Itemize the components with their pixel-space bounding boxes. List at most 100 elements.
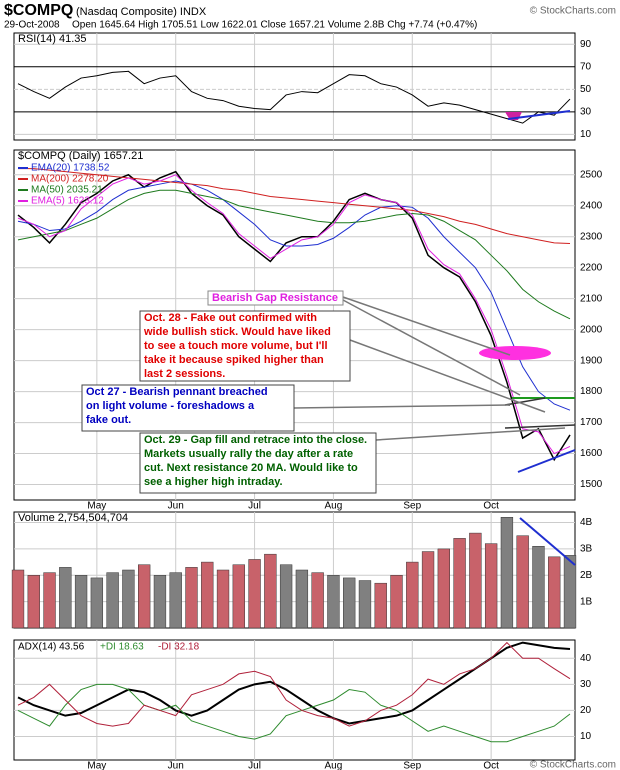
y-tick-label: 2200: [580, 262, 603, 273]
volume-trendline: [519, 517, 576, 566]
pennant-line: [504, 424, 576, 429]
volume-bar: [122, 569, 135, 629]
legend-entry: -DI 32.18: [158, 642, 200, 653]
panel-title: $COMPQ (Daily) 1657.21: [18, 150, 143, 162]
volume-bar: [563, 555, 577, 629]
y-tick-label: 70: [580, 61, 592, 72]
volume-bar: [11, 569, 25, 629]
volume-bar: [390, 575, 403, 629]
legend-entry: EMA(5) 1623.12: [31, 196, 104, 207]
annotation-text: Oct. 28 - Fake out confirmed with: [144, 312, 317, 324]
panel: [13, 32, 576, 141]
y-tick-label: 2500: [580, 169, 603, 180]
volume-bar: [311, 572, 324, 629]
pointer: [342, 296, 511, 356]
gap-zone: [479, 346, 551, 360]
y-tick-label: 90: [580, 39, 592, 50]
legend-entry: +DI 18.63: [100, 642, 144, 653]
y-tick-label: 2300: [580, 231, 603, 242]
volume-bar: [264, 553, 277, 629]
series-line: [17, 70, 571, 124]
x-tick-label: Jul: [248, 501, 261, 512]
y-tick-label: 2B: [580, 570, 593, 581]
volume-bar: [27, 575, 40, 629]
volume-bar: [90, 577, 104, 629]
x-tick-label: Jul: [248, 761, 261, 770]
series-line: [18, 168, 571, 245]
volume-bar: [532, 546, 545, 629]
volume-bar: [548, 556, 561, 629]
series-line: [17, 683, 571, 743]
volume-bar: [421, 551, 435, 629]
annotation-text: fake out.: [86, 414, 131, 426]
y-tick-label: 1500: [580, 479, 603, 490]
x-tick-label: May: [87, 761, 106, 770]
volume-bar: [469, 532, 482, 629]
y-tick-label: 10: [580, 129, 592, 140]
annotation-text: on light volume - foreshadows a: [86, 400, 255, 412]
panel-title: Volume 2,754,504,704: [18, 512, 128, 524]
annotation-text: see a higher high intraday.: [144, 476, 283, 488]
date: 29-Oct-2008: [4, 20, 60, 31]
annotation-text: Markets usually rally the day after a ra…: [144, 448, 353, 460]
annotation-text: Oct. 29 - Gap fill and retrace into the …: [144, 434, 367, 446]
y-tick-label: 30: [580, 679, 592, 690]
annotation-text: take it because spiked higher than: [144, 354, 324, 366]
y-tick-label: 20: [580, 705, 592, 716]
annotation-box: [207, 290, 344, 306]
quote: Open 1645.64 High 1705.51 Low 1622.01 Cl…: [72, 20, 477, 31]
volume-bar: [406, 561, 419, 629]
volume-bar: [453, 538, 466, 629]
y-tick-label: 1800: [580, 386, 603, 397]
y-tick-label: 4B: [580, 517, 593, 528]
x-tick-label: Sep: [403, 761, 421, 770]
volume-bar: [500, 517, 514, 629]
x-tick-label: May: [87, 501, 106, 512]
panel-title: RSI(14) 41.35: [18, 33, 86, 45]
rsi-trendline: [507, 110, 571, 120]
watermark: © StockCharts.com: [530, 760, 616, 770]
legend-entry: EMA(20) 1738.52: [31, 163, 110, 174]
volume-bar: [216, 569, 230, 629]
x-tick-label: Jun: [168, 501, 184, 512]
volume-bar: [516, 535, 529, 629]
annotation-box: [139, 310, 351, 382]
watermark: © StockCharts.com: [530, 6, 616, 17]
legend-entry: MA(50) 2035.21: [31, 185, 103, 196]
symbol-name: (Nasdaq Composite) INDX: [76, 6, 207, 18]
y-tick-label: 1600: [580, 448, 603, 459]
annotation-text: wide bullish stick. Would have liked: [143, 326, 331, 338]
volume-bar: [153, 575, 167, 629]
pointer: [375, 427, 566, 441]
x-tick-label: Oct: [483, 501, 499, 512]
annotation-text: cut. Next resistance 20 MA. Would like t…: [144, 462, 358, 474]
series-line: [17, 174, 571, 455]
series-line: [17, 189, 571, 320]
pointer: [293, 404, 511, 409]
x-tick-label: Jun: [168, 761, 184, 770]
volume-bar: [59, 567, 72, 629]
series-line: [17, 641, 571, 727]
x-tick-label: Aug: [325, 761, 343, 770]
annotation-box: [81, 384, 295, 432]
y-tick-label: 30: [580, 106, 592, 117]
y-tick-label: 40: [580, 653, 592, 664]
volume-bar: [343, 577, 356, 629]
volume-bar: [279, 564, 293, 629]
volume-bar: [169, 572, 182, 629]
y-tick-label: 1700: [580, 417, 603, 428]
volume-bar: [327, 575, 340, 629]
pointer: [349, 339, 546, 413]
x-tick-label: Sep: [403, 501, 421, 512]
y-tick-label: 2400: [580, 200, 603, 211]
y-tick-label: 1900: [580, 355, 603, 366]
pennant-line: [504, 397, 546, 406]
pointer: [342, 299, 521, 396]
volume-bar: [358, 580, 372, 629]
volume-bar: [185, 567, 198, 629]
annotation-text: Bearish Gap Resistance: [212, 292, 338, 304]
volume-bar: [74, 575, 88, 629]
annotation-text: to see a touch more volume, but I'll: [144, 340, 328, 352]
annotation-text: Oct 27 - Bearish pennant breached: [86, 386, 268, 398]
